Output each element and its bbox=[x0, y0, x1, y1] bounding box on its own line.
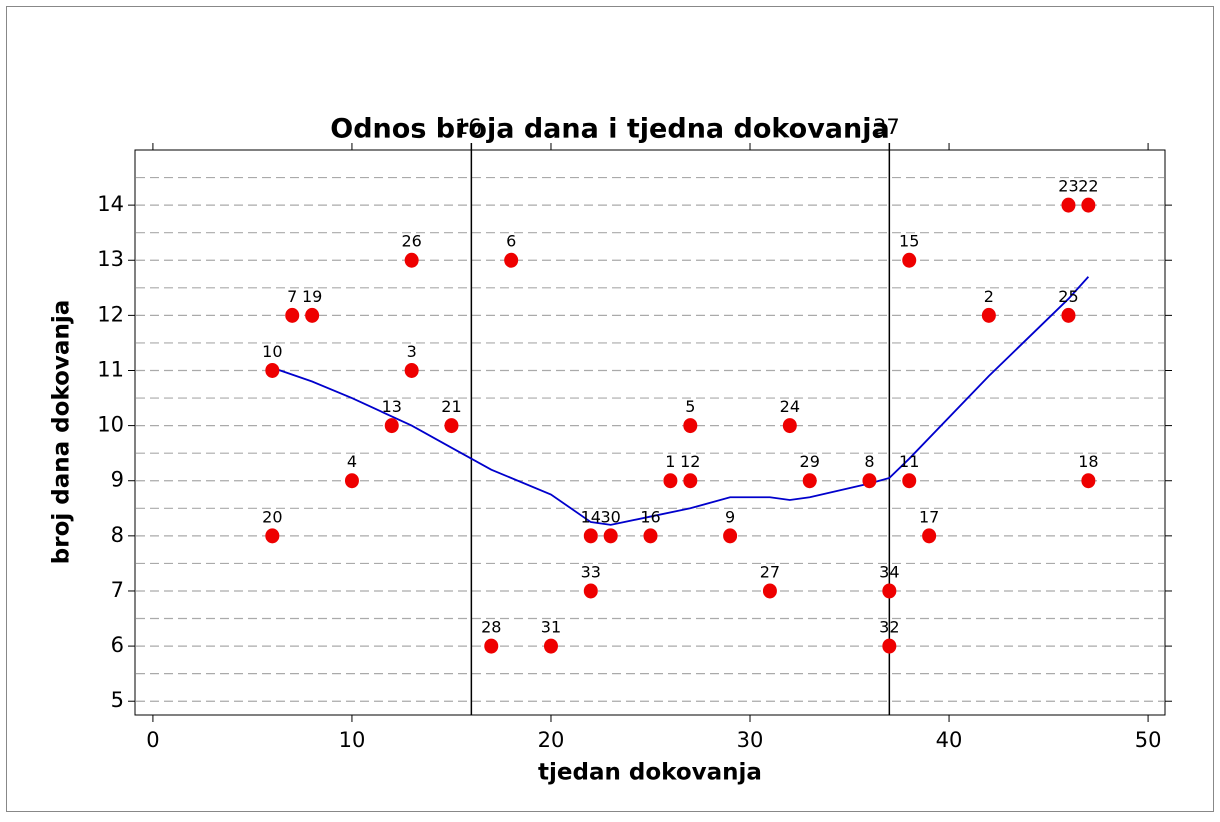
point bbox=[663, 473, 678, 489]
point bbox=[444, 418, 459, 434]
y-tick-label: 10 bbox=[97, 413, 124, 437]
point-label: 6 bbox=[506, 232, 516, 251]
point bbox=[1081, 473, 1096, 489]
point bbox=[902, 252, 917, 268]
point-label: 26 bbox=[401, 232, 421, 251]
point-label: 24 bbox=[780, 397, 800, 416]
point-label: 4 bbox=[347, 452, 357, 471]
point-label: 10 bbox=[262, 342, 282, 361]
point bbox=[265, 528, 280, 544]
point bbox=[683, 473, 698, 489]
point-label: 1 bbox=[665, 452, 675, 471]
point bbox=[762, 583, 777, 599]
point bbox=[344, 473, 359, 489]
point-label: 8 bbox=[864, 452, 874, 471]
point-label: 5 bbox=[685, 397, 695, 416]
point bbox=[504, 252, 519, 268]
x-tick-label: 30 bbox=[737, 728, 764, 752]
point-label: 9 bbox=[725, 507, 735, 526]
point bbox=[882, 638, 897, 654]
point bbox=[862, 473, 877, 489]
point bbox=[404, 362, 419, 378]
point-label: 14 bbox=[581, 507, 601, 526]
reference-label: 16 bbox=[455, 115, 482, 139]
y-tick-label: 5 bbox=[111, 688, 124, 712]
y-tick-label: 9 bbox=[111, 468, 124, 492]
point bbox=[285, 307, 300, 323]
point bbox=[484, 638, 499, 654]
point-label: 13 bbox=[382, 397, 402, 416]
x-tick-label: 40 bbox=[936, 728, 963, 752]
x-tick-label: 20 bbox=[538, 728, 565, 752]
point-label: 29 bbox=[800, 452, 820, 471]
point bbox=[583, 528, 598, 544]
point bbox=[543, 638, 558, 654]
point bbox=[723, 528, 738, 544]
reference-label: 37 bbox=[873, 115, 900, 139]
point-label: 11 bbox=[899, 452, 919, 471]
point-label: 20 bbox=[262, 507, 282, 526]
point bbox=[1061, 197, 1076, 213]
x-axis-label: tjedan dokovanja bbox=[538, 760, 762, 786]
point bbox=[782, 418, 797, 434]
chart-title: Odnos broja dana i tjedna dokovanja bbox=[330, 114, 889, 145]
point-label: 27 bbox=[760, 562, 780, 581]
point bbox=[265, 362, 280, 378]
x-tick-label: 10 bbox=[339, 728, 366, 752]
point-label: 7 bbox=[287, 287, 297, 306]
point-label: 15 bbox=[899, 232, 919, 251]
y-axis-label: broj dana dokovanja bbox=[49, 300, 75, 564]
point-label: 21 bbox=[441, 397, 461, 416]
fit-line bbox=[272, 276, 1090, 526]
point bbox=[683, 418, 698, 434]
point bbox=[902, 473, 917, 489]
point bbox=[384, 418, 399, 434]
point-label: 23 bbox=[1058, 177, 1078, 196]
y-tick-label: 13 bbox=[97, 247, 124, 271]
point-label: 16 bbox=[640, 507, 660, 526]
y-tick-label: 7 bbox=[111, 578, 124, 602]
point-label: 3 bbox=[407, 342, 417, 361]
x-tick-label: 50 bbox=[1135, 728, 1162, 752]
y-tick-label: 14 bbox=[97, 192, 124, 216]
point bbox=[404, 252, 419, 268]
point bbox=[802, 473, 817, 489]
point bbox=[981, 307, 996, 323]
point bbox=[305, 307, 320, 323]
point-label: 2 bbox=[984, 287, 994, 306]
y-tick-label: 11 bbox=[97, 357, 124, 381]
point bbox=[603, 528, 618, 544]
point-label: 17 bbox=[919, 507, 939, 526]
point bbox=[1061, 307, 1076, 323]
plot-frame bbox=[134, 149, 1166, 716]
x-tick-label: 0 bbox=[146, 728, 159, 752]
point-label: 33 bbox=[581, 562, 601, 581]
y-tick-label: 8 bbox=[111, 523, 124, 547]
point bbox=[882, 583, 897, 599]
point-label: 19 bbox=[302, 287, 322, 306]
point bbox=[583, 583, 598, 599]
point-label: 12 bbox=[680, 452, 700, 471]
point-label: 34 bbox=[879, 562, 899, 581]
point-label: 31 bbox=[541, 618, 561, 637]
y-tick-label: 6 bbox=[111, 633, 124, 657]
point-label: 32 bbox=[879, 618, 899, 637]
point-label: 30 bbox=[601, 507, 621, 526]
point bbox=[643, 528, 658, 544]
point-label: 22 bbox=[1078, 177, 1098, 196]
point bbox=[1081, 197, 1096, 213]
y-tick-label: 12 bbox=[97, 302, 124, 326]
point-label: 18 bbox=[1078, 452, 1098, 471]
point-label: 28 bbox=[481, 618, 501, 637]
point bbox=[922, 528, 937, 544]
point-label: 25 bbox=[1058, 287, 1078, 306]
